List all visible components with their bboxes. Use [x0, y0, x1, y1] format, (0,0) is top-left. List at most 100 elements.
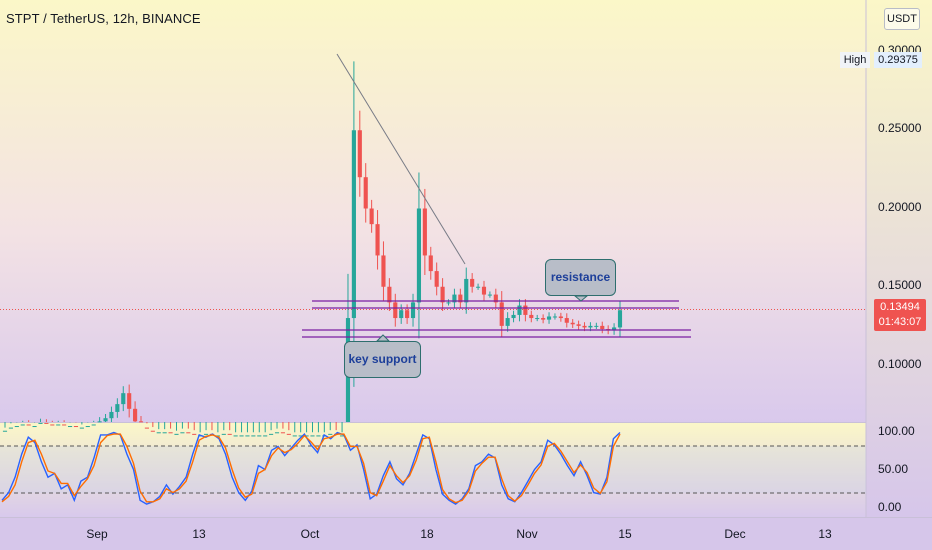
candle-body[interactable]: [56, 424, 61, 426]
trend-line[interactable]: [336, 53, 466, 265]
chart-title[interactable]: STPT / TetherUS, 12h, BINANCE: [6, 11, 201, 26]
currency-button[interactable]: USDT: [884, 8, 920, 30]
candle-body[interactable]: [227, 433, 232, 435]
candle-body[interactable]: [257, 435, 262, 437]
candle-body[interactable]: [399, 310, 404, 319]
candle-body[interactable]: [612, 327, 617, 331]
candle-body[interactable]: [487, 294, 492, 296]
candle-body[interactable]: [588, 325, 593, 328]
candle-body[interactable]: [233, 435, 238, 437]
candle-body[interactable]: [121, 393, 126, 405]
candle-body[interactable]: [8, 427, 13, 429]
candle-body[interactable]: [150, 430, 155, 432]
candle-body[interactable]: [44, 422, 49, 424]
candle-body[interactable]: [493, 294, 498, 303]
candle-body[interactable]: [476, 286, 481, 288]
candle-body[interactable]: [174, 433, 179, 435]
resistance-callout[interactable]: resistance: [545, 259, 616, 296]
candle-body[interactable]: [369, 208, 374, 225]
key-support-callout[interactable]: key support: [344, 341, 421, 378]
candle-body[interactable]: [168, 432, 173, 434]
candle-body[interactable]: [127, 393, 132, 409]
candle-body[interactable]: [428, 255, 433, 272]
candle-body[interactable]: [375, 224, 380, 256]
candle-body[interactable]: [115, 404, 120, 412]
candle-body[interactable]: [617, 310, 623, 328]
candle-body[interactable]: [381, 255, 386, 287]
candle-body[interactable]: [2, 430, 8, 432]
candle-body[interactable]: [38, 422, 43, 424]
candle-body[interactable]: [186, 432, 191, 434]
candle-body[interactable]: [410, 302, 416, 319]
candle-body[interactable]: [541, 318, 546, 320]
candle-body[interactable]: [239, 435, 244, 437]
candle-body[interactable]: [552, 316, 558, 318]
candle-body[interactable]: [405, 310, 410, 319]
candle-body[interactable]: [434, 271, 439, 287]
candle-body[interactable]: [32, 426, 37, 428]
candle-body[interactable]: [517, 305, 522, 315]
candle-body[interactable]: [387, 286, 392, 303]
candle-body[interactable]: [310, 435, 315, 437]
candle-body[interactable]: [316, 435, 321, 437]
candle-body[interactable]: [339, 435, 345, 437]
candle-body[interactable]: [564, 318, 569, 323]
candle-body[interactable]: [133, 408, 138, 422]
candle-body[interactable]: [85, 426, 90, 428]
candle-body[interactable]: [274, 432, 280, 434]
candle-body[interactable]: [162, 432, 167, 434]
candle-body[interactable]: [103, 418, 108, 422]
candle-body[interactable]: [79, 427, 84, 429]
candle-body[interactable]: [62, 424, 67, 426]
candle-body[interactable]: [458, 294, 463, 303]
candle-body[interactable]: [576, 324, 581, 326]
candle-body[interactable]: [91, 424, 96, 426]
candle-body[interactable]: [20, 424, 25, 426]
candle-body[interactable]: [357, 130, 362, 178]
candle-body[interactable]: [393, 302, 398, 319]
candle-body[interactable]: [440, 286, 445, 303]
candle-body[interactable]: [600, 325, 605, 330]
candle-body[interactable]: [470, 278, 475, 287]
candle-body[interactable]: [523, 305, 528, 315]
candle-body[interactable]: [269, 433, 274, 435]
candle-body[interactable]: [546, 316, 552, 320]
candle-body[interactable]: [50, 424, 55, 426]
candle-body[interactable]: [221, 433, 226, 435]
candle-body[interactable]: [481, 286, 487, 295]
candle-body[interactable]: [14, 426, 19, 428]
candle-body[interactable]: [416, 208, 422, 303]
candle-body[interactable]: [203, 433, 209, 435]
candle-body[interactable]: [292, 435, 297, 437]
candle-body[interactable]: [156, 432, 161, 434]
candle-body[interactable]: [529, 314, 534, 319]
candle-body[interactable]: [192, 433, 197, 435]
candle-body[interactable]: [499, 302, 504, 326]
candle-body[interactable]: [422, 208, 427, 256]
candle-body[interactable]: [570, 322, 575, 325]
candle-body[interactable]: [594, 325, 599, 327]
candle-body[interactable]: [280, 432, 286, 434]
candle-body[interactable]: [26, 424, 31, 426]
candle-body[interactable]: [138, 421, 144, 423]
candle-body[interactable]: [180, 432, 185, 434]
candle-body[interactable]: [97, 421, 102, 423]
candle-body[interactable]: [73, 426, 79, 428]
candle-body[interactable]: [351, 130, 356, 319]
candle-body[interactable]: [67, 426, 73, 428]
candle-body[interactable]: [109, 411, 114, 419]
candle-body[interactable]: [304, 435, 309, 437]
candle-body[interactable]: [251, 435, 256, 437]
candle-body[interactable]: [363, 177, 368, 209]
candle-body[interactable]: [263, 435, 268, 437]
candle-body[interactable]: [464, 278, 469, 303]
candle-body[interactable]: [286, 433, 291, 435]
candle-body[interactable]: [558, 316, 563, 319]
candle-body[interactable]: [328, 433, 333, 435]
candle-body[interactable]: [452, 294, 457, 303]
candle-body[interactable]: [582, 325, 587, 328]
candle-body[interactable]: [535, 318, 540, 320]
candle-body[interactable]: [298, 435, 303, 437]
candle-body[interactable]: [215, 435, 220, 437]
